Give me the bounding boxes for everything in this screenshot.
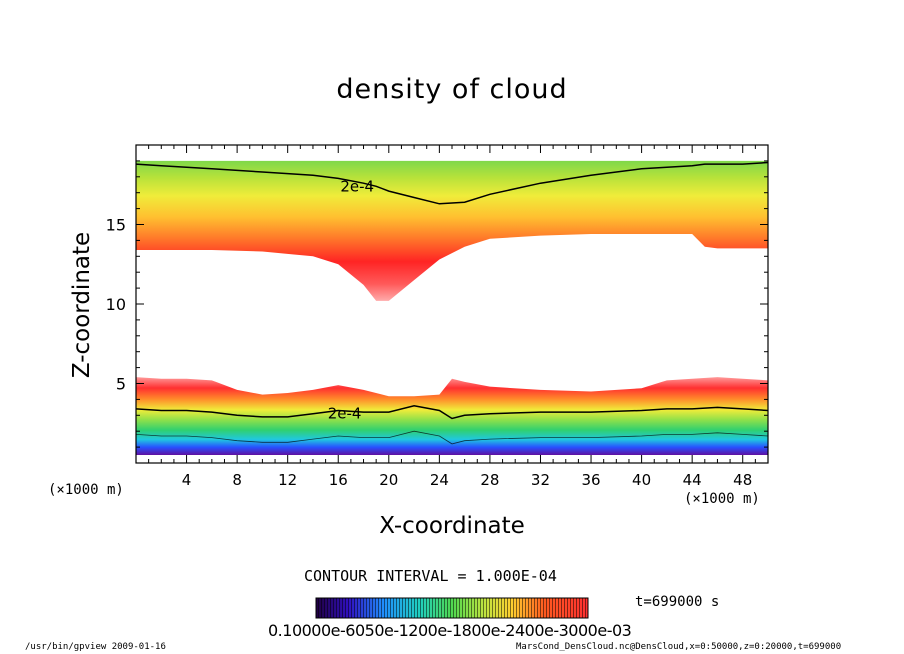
contour-label: 2e-4	[340, 177, 374, 195]
lower-cloud-band	[136, 377, 768, 456]
x-tick-label: 40	[632, 471, 651, 489]
x-tick-label: 12	[278, 471, 297, 489]
x-tick-label: 16	[329, 471, 348, 489]
footer-source: MarsCond_DensCloud.nc@DensCloud,x=0:5000…	[516, 642, 842, 652]
x-tick-label: 4	[182, 471, 192, 489]
x-tick-label: 28	[480, 471, 499, 489]
contour-label: 2e-4	[328, 405, 362, 423]
colorbar-tick-labels: 0.10000e-6050e-1200e-1800e-2400e-3000e-0…	[268, 621, 632, 640]
y-tick-label: 10	[106, 295, 126, 314]
lower-contour-2e-4	[136, 405, 768, 420]
upper-cloud-band	[136, 160, 768, 301]
x-tick-label: 8	[232, 471, 242, 489]
y-tick-label: 15	[106, 216, 126, 235]
x-axis-title: X-coordinate	[379, 513, 525, 539]
chart-title: density of cloud	[336, 74, 568, 105]
colorbar-stripes	[316, 598, 588, 618]
x-tick-label: 32	[531, 471, 550, 489]
x-tick-label: 48	[733, 471, 752, 489]
footer-program-date: /usr/bin/gpview 2009-01-16	[25, 642, 166, 652]
x-tick-label: 36	[581, 471, 600, 489]
y-axis-title: Z-coordinate	[69, 231, 95, 379]
x-tick-label: 44	[683, 471, 702, 489]
x-tick-label: 24	[430, 471, 449, 489]
x-axis-unit-left: (×1000 m)	[48, 482, 124, 498]
lower-contour-inner	[136, 430, 768, 445]
time-label: t=699000 s	[635, 594, 720, 610]
x-tick-label: 20	[379, 471, 398, 489]
contour-interval-label: CONTOUR INTERVAL = 1.000E-04	[304, 567, 557, 585]
upper-contour-2e-4	[136, 161, 768, 205]
colorbar-frame	[315, 597, 589, 619]
x-axis-unit-right: (×1000 m)	[684, 491, 760, 507]
y-tick-label: 5	[116, 375, 126, 394]
